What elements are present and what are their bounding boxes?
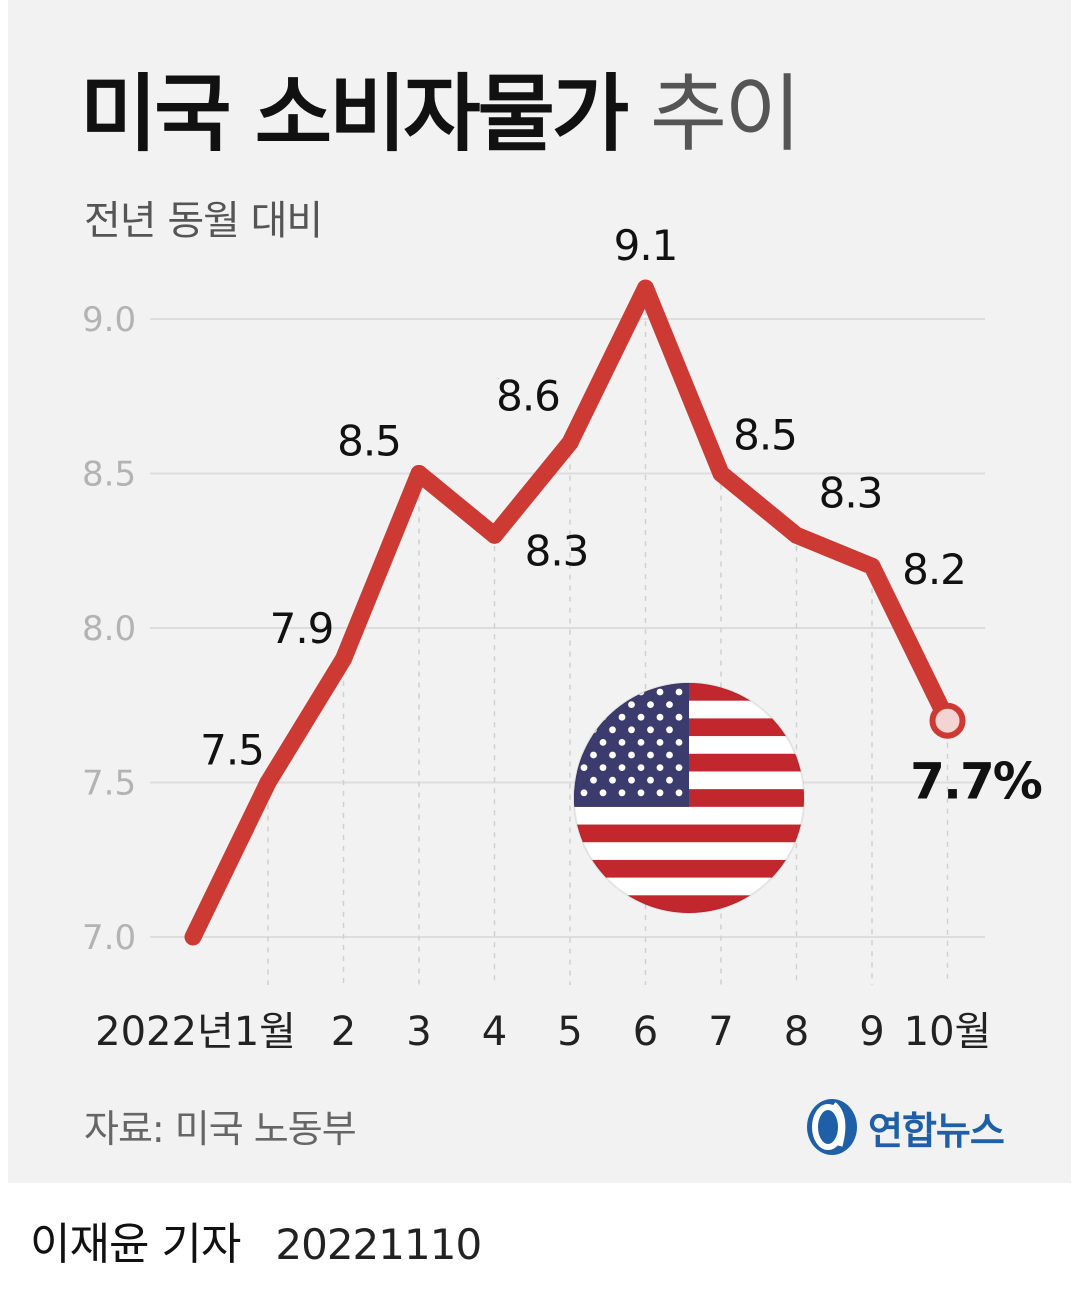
x-tick-label: 6	[633, 1009, 658, 1055]
chart-subtitle: 전년 동월 대비	[84, 198, 323, 244]
data-label: 8.3	[819, 468, 883, 517]
reporter-name: 이재윤 기자	[30, 1219, 241, 1270]
publish-date: 20221110	[275, 1220, 482, 1269]
chart-card	[8, 0, 1071, 1183]
source-note: 자료: 미국 노동부	[84, 1107, 357, 1151]
data-point	[486, 526, 503, 544]
x-tick-label: 7	[708, 1009, 733, 1055]
data-point	[637, 279, 654, 297]
data-label: 8.5	[337, 417, 401, 466]
data-label: 8.5	[733, 411, 797, 460]
data-label: 7.9	[270, 604, 334, 653]
data-labels: 7.5 7.9 8.5 8.3 8.6 9.1 8.5 8.3 8.2 7.7%	[200, 221, 1044, 811]
data-point	[335, 650, 352, 668]
data-point	[410, 465, 428, 482]
data-label: 8.2	[902, 545, 966, 594]
data-label: 9.1	[614, 221, 678, 270]
data-point	[863, 557, 881, 575]
y-tick-label: 9.0	[82, 300, 136, 340]
y-tick-label: 8.5	[82, 455, 136, 495]
y-tick-label: 7.5	[82, 764, 136, 804]
x-tick-label: 3	[406, 1009, 431, 1055]
x-tick-label: 2	[331, 1009, 356, 1055]
byline: 이재윤 기자 20221110	[30, 1208, 482, 1272]
title-light: 추이	[649, 65, 802, 163]
x-tick-label: 4	[482, 1009, 507, 1055]
x-tick-label: 10월	[904, 1009, 992, 1055]
yonhap-logo: 연합뉴스	[804, 1092, 1005, 1162]
latest-point	[929, 702, 966, 739]
data-point	[788, 526, 805, 544]
y-tick-label: 8.0	[82, 609, 136, 649]
data-label: 7.5	[200, 726, 264, 775]
data-point	[259, 774, 277, 791]
x-tick-label: 8	[784, 1009, 809, 1055]
chart-title: 미국 소비자물가 추이	[80, 72, 801, 156]
x-tick-label: 2022년1월	[95, 1009, 296, 1055]
us-flag-icon	[573, 682, 805, 914]
logo-text: 연합뉴스	[868, 1108, 1005, 1153]
title-bold: 미국 소비자물가	[80, 65, 629, 163]
data-label: 7.7%	[910, 753, 1042, 811]
data-point	[561, 434, 579, 452]
data-label: 8.6	[496, 372, 560, 421]
x-tick-label: 9	[859, 1009, 884, 1055]
x-axis-ticks: 2022년1월 2 3 4 5 6 7 8 9 10월	[95, 1009, 991, 1055]
line-chart: 7.07.58.08.59.0 2022년1월 2 3 4 5 6 7 8 9 10월 7.57.…	[82, 221, 1044, 1055]
data-point	[712, 465, 730, 482]
x-tick-label: 5	[557, 1009, 582, 1055]
y-axis-ticks: 7.0 7.5 8.0 8.5 9.0	[82, 300, 136, 958]
yonhap-logo-icon	[807, 1099, 857, 1155]
grid-lines	[150, 318, 985, 938]
cpi-series	[184, 279, 966, 946]
data-label: 8.3	[525, 526, 589, 575]
y-tick-label: 7.0	[82, 918, 136, 958]
